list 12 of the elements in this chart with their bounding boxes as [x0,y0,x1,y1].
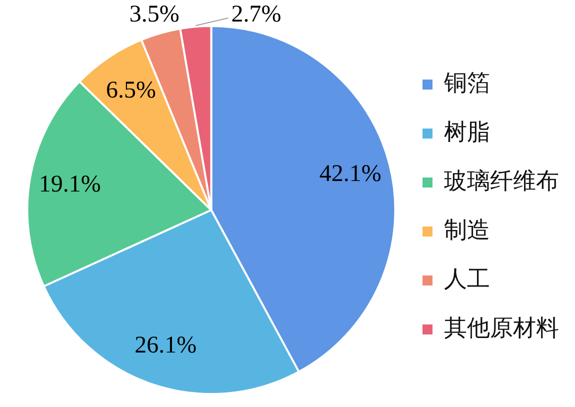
legend-label: 其他原材料 [444,315,559,342]
data-label: 19.1% [38,172,101,198]
data-label: 26.1% [134,332,197,358]
legend-label: 玻璃纤维布 [444,168,559,194]
legend-label: 人工 [444,266,490,292]
legend-label: 铜箔 [443,70,490,97]
data-label: 3.5% [129,1,180,28]
legend-label: 树脂 [444,120,490,146]
data-label: 6.5% [106,77,156,104]
legend-label: 制造 [444,217,490,244]
data-label: 42.1% [319,161,382,188]
data-label: 2.7% [231,1,282,28]
